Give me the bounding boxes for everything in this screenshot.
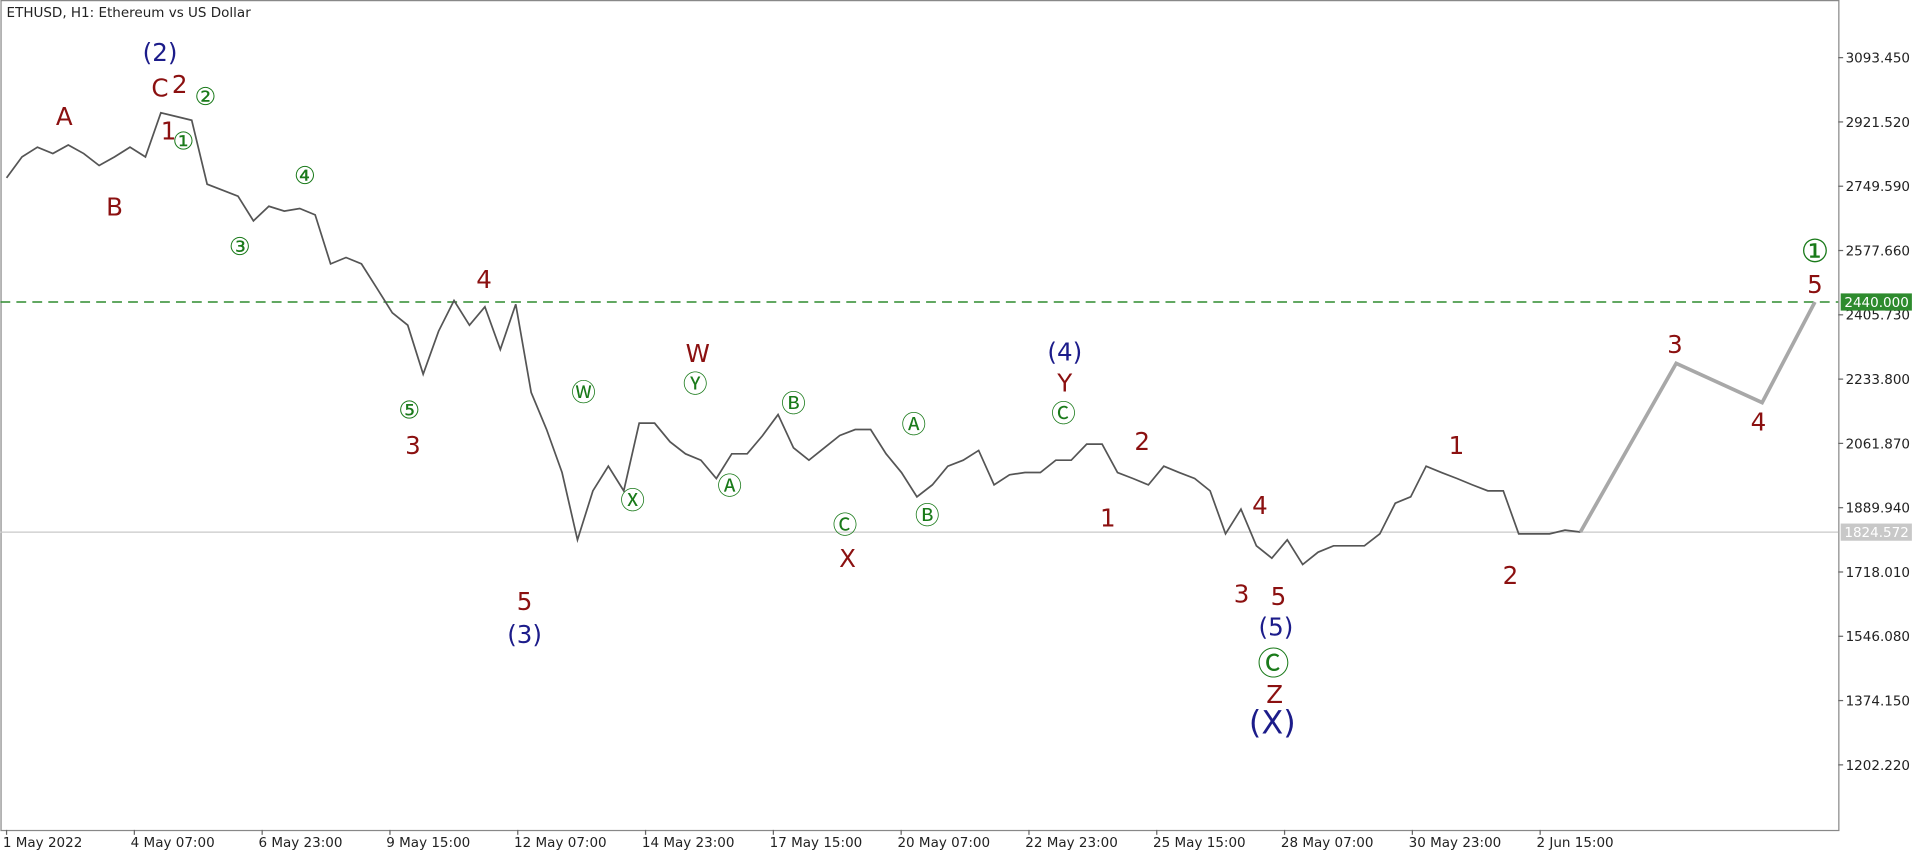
wave-label: 3 [1667,330,1683,359]
y-tick-label: 1718.010 [1846,565,1910,581]
x-tick-label: 1 May 2022 [3,835,82,851]
wave-label: 3 [405,431,421,460]
wave-label: Ⓒ [1258,644,1290,682]
y-tick-label: 2577.660 [1846,243,1910,259]
price-line [5,111,1581,566]
wave-label: B [106,193,123,222]
y-tick-label: 1546.080 [1846,629,1910,645]
wave-label: 5 [517,587,533,616]
price-level-box [1840,293,1912,311]
x-tick-label: 6 May 23:00 [258,835,342,851]
wave-label: 2 [1134,427,1150,456]
wave-label: ③ [229,232,251,261]
wave-label: 1 [161,117,177,146]
wave-label: 1 [1100,503,1116,532]
wave-label: Ⓐ [902,410,927,439]
wave-label: A [56,102,73,131]
wave-label: 1 [1449,431,1465,460]
projection-line [1578,301,1817,533]
x-tick-label: 28 May 07:00 [1281,835,1374,851]
wave-label: Ⓐ [717,471,742,500]
x-tick-label: 30 May 23:00 [1409,835,1502,851]
wave-label: 4 [1751,408,1767,437]
wave-label: X [839,544,856,573]
y-tick-label: 1374.150 [1846,693,1910,709]
y-tick-label: 2749.590 [1846,179,1910,195]
x-tick-label: 17 May 15:00 [770,835,863,851]
plot-frame [0,0,1840,832]
wave-label: ② [194,82,216,111]
wave-label: (4) [1047,338,1082,367]
x-tick-label: 14 May 23:00 [642,835,735,851]
wave-label: Ⓒ [1051,399,1076,428]
wave-label: (3) [507,620,542,649]
y-tick-label: 3093.450 [1846,51,1910,67]
price-level-label: 1824.572 [1844,525,1908,541]
y-tick-label: 2233.800 [1846,372,1910,388]
wave-label: 5 [1807,270,1823,299]
wave-label: Ⓨ [683,369,708,398]
y-tick-label: 1889.940 [1846,501,1910,517]
wave-label: Ⓒ [833,511,858,540]
x-tick-label: 25 May 15:00 [1153,835,1246,851]
y-tick-label: 2405.730 [1846,308,1910,324]
wave-label: 3 [1234,579,1250,608]
wave-label: Ⓑ [781,389,806,418]
wave-label: (X) [1249,703,1296,741]
x-tick-label: 22 May 23:00 [1025,835,1118,851]
y-tick-label: 1202.220 [1846,758,1910,774]
wave-label: 4 [476,265,492,294]
wave-label: Y [1056,368,1073,397]
y-tick-label: 2061.870 [1846,436,1910,452]
wave-label: 5 [1271,582,1287,611]
chart-title: ETHUSD, H1: Ethereum vs US Dollar [7,5,252,21]
wave-label: ① [172,126,194,155]
x-tick-label: 9 May 15:00 [386,835,470,851]
price-level-box [1840,523,1912,541]
y-tick-label: 2921.520 [1846,115,1910,131]
wave-label: ⑤ [398,395,420,424]
price-level-label: 2440.000 [1844,295,1908,311]
wave-label: W [686,339,710,368]
wave-label: Z [1266,680,1283,709]
wave-label: (2) [143,38,178,67]
wave-label: 2 [1503,561,1519,590]
x-tick-label: 12 May 07:00 [514,835,607,851]
wave-label: ① [1801,232,1830,270]
wave-label: Ⓧ [620,486,645,515]
wave-label: ④ [294,161,316,190]
wave-label: 4 [1252,491,1268,520]
wave-label: (5) [1259,613,1294,642]
wave-label: C [151,74,168,103]
wave-label: 2 [172,70,188,99]
wave-label: Ⓑ [915,501,940,530]
x-tick-label: 4 May 07:00 [131,835,215,851]
x-tick-label: 2 Jun 15:00 [1536,835,1613,851]
wave-label: Ⓦ [571,378,596,407]
x-tick-label: 20 May 07:00 [897,835,990,851]
